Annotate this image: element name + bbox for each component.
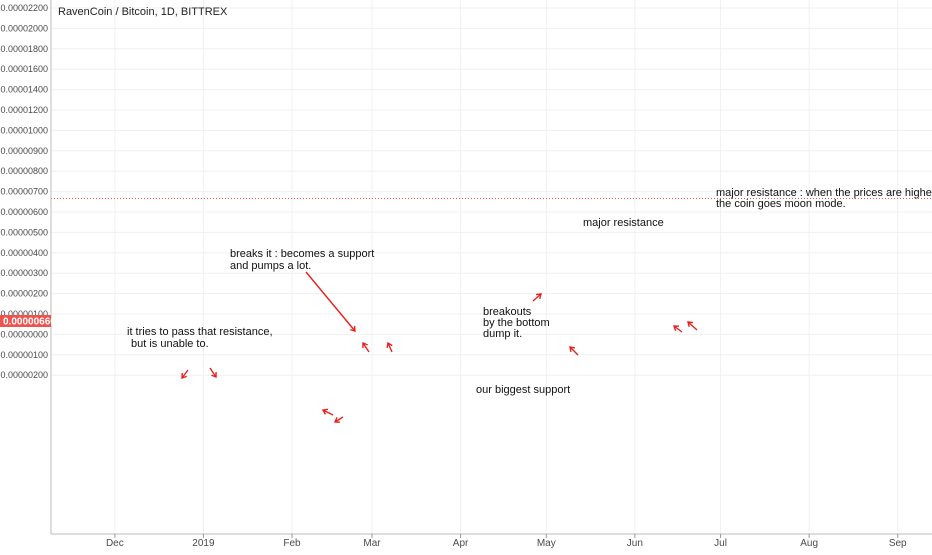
- annotation-arrow: [673, 325, 683, 333]
- y-tick-label: -0.00000200: [0, 370, 48, 380]
- annotation-breakouts-1: breakouts: [483, 306, 532, 318]
- arrow-head: [333, 417, 341, 423]
- y-tick-label: 0.00001600: [0, 64, 48, 74]
- annotation-breakouts-3: dump it.: [483, 328, 522, 340]
- annotation-arrow: [386, 341, 393, 353]
- annotation-arrow: [333, 416, 344, 423]
- y-tick-label: 0.00000300: [0, 268, 48, 278]
- arrow-head: [687, 321, 694, 328]
- y-tick-label: 0.00000800: [0, 166, 48, 176]
- x-tick-label: Aug: [800, 538, 818, 549]
- annotation-arrow: [321, 408, 334, 416]
- arrow-head: [362, 341, 368, 349]
- arrow-shaft: [569, 346, 579, 356]
- arrow-shaft: [322, 409, 334, 416]
- x-tick-label: Sep: [889, 538, 907, 549]
- x-tick-label: Jun: [627, 538, 643, 549]
- arrow-shaft: [305, 271, 356, 332]
- arrow-shaft: [181, 369, 189, 379]
- annotation-resistance-fail-1: it tries to pass that resistance,: [127, 326, 273, 338]
- chart-title: RavenCoin / Bitcoin, 1D, BITTREX: [58, 6, 228, 18]
- x-tick-label: Dec: [106, 538, 124, 549]
- annotation-arrow: [305, 271, 356, 332]
- annotation-arrow: [362, 341, 370, 353]
- annotation-breaks-1: breaks it : becomes a support: [230, 248, 374, 260]
- y-tick-label: 0.00002000: [0, 23, 48, 33]
- y-tick-label: 0.00001400: [0, 85, 48, 95]
- y-tick-label: 0.00000100: [0, 309, 48, 319]
- current-price-text: 0.00000666: [3, 317, 56, 328]
- annotation-arrow: [181, 369, 189, 379]
- arrow-head: [211, 371, 217, 379]
- y-tick-label: 0.00000200: [0, 289, 48, 299]
- annotation-major-note-1: major resistance : when the prices are h…: [716, 187, 932, 199]
- y-tick-label: 0.00001000: [0, 125, 48, 135]
- y-axis-ticks: 0.00002200 0.00002000 0.00001800 0.00001600…: [0, 3, 48, 380]
- arrow-head: [535, 293, 542, 300]
- y-tick-label: 0.00000900: [0, 146, 48, 156]
- arrow-shaft: [209, 367, 217, 378]
- arrow-head: [349, 325, 356, 332]
- annotations: it tries to pass that resistance, but is…: [127, 187, 932, 396]
- y-tick-label: 0.00002200: [0, 3, 48, 13]
- arrow-head: [673, 325, 680, 331]
- arrow-head: [181, 372, 187, 379]
- annotation-biggest-support: our biggest support: [476, 384, 570, 396]
- arrow-shaft: [334, 416, 344, 423]
- arrow-shaft: [532, 293, 542, 302]
- x-tick-label: Jul: [714, 538, 727, 549]
- annotation-breakouts-2: by the bottom: [483, 317, 550, 329]
- arrow-head: [569, 346, 576, 353]
- arrow-shaft: [673, 325, 683, 333]
- y-tick-label: -0.00000100: [0, 350, 48, 360]
- x-axis-ticks: Dec 2019 Feb Mar Apr May Jun Jul Aug Sep: [106, 534, 907, 549]
- x-tick-label: Apr: [453, 538, 469, 549]
- annotation-arrow: [532, 293, 542, 302]
- annotation-resistance-fail-2: but is unable to.: [131, 338, 209, 350]
- arrow-head: [321, 408, 329, 415]
- annotation-arrow: [209, 367, 217, 379]
- arrow-shaft: [387, 342, 393, 353]
- x-tick-label: Mar: [363, 538, 381, 549]
- y-tick-label: 0.00001800: [0, 44, 48, 54]
- annotation-breaks-2: and pumps a lot.: [230, 260, 311, 272]
- annotation-major-note-2: the coin goes moon mode.: [716, 198, 846, 210]
- arrow-shaft: [362, 342, 370, 353]
- x-tick-label: May: [537, 538, 556, 549]
- annotation-arrows: [181, 271, 698, 423]
- y-tick-label: 0.00000700: [0, 187, 48, 197]
- y-tick-label: 0.00001200: [0, 105, 48, 115]
- current-price-badge: [0, 315, 51, 327]
- arrow-shaft: [687, 321, 698, 331]
- arrow-head: [386, 341, 393, 349]
- grid-lines: [51, 0, 932, 534]
- y-tick-label: 0.00000400: [0, 248, 48, 258]
- y-tick-label: 0.00000600: [0, 207, 48, 217]
- y-axis-panel: [0, 0, 51, 534]
- x-tick-label: Feb: [283, 538, 301, 549]
- annotation-arrow: [687, 321, 698, 331]
- annotation-major-resistance: major resistance: [583, 217, 664, 229]
- axes: [0, 0, 932, 535]
- x-tick-label: 2019: [192, 538, 215, 549]
- y-tick-label: 0.00000000: [0, 329, 48, 339]
- annotation-arrow: [569, 346, 579, 356]
- y-tick-label: 0.00000500: [0, 227, 48, 237]
- current-price-label: 0.00000666: [0, 315, 56, 328]
